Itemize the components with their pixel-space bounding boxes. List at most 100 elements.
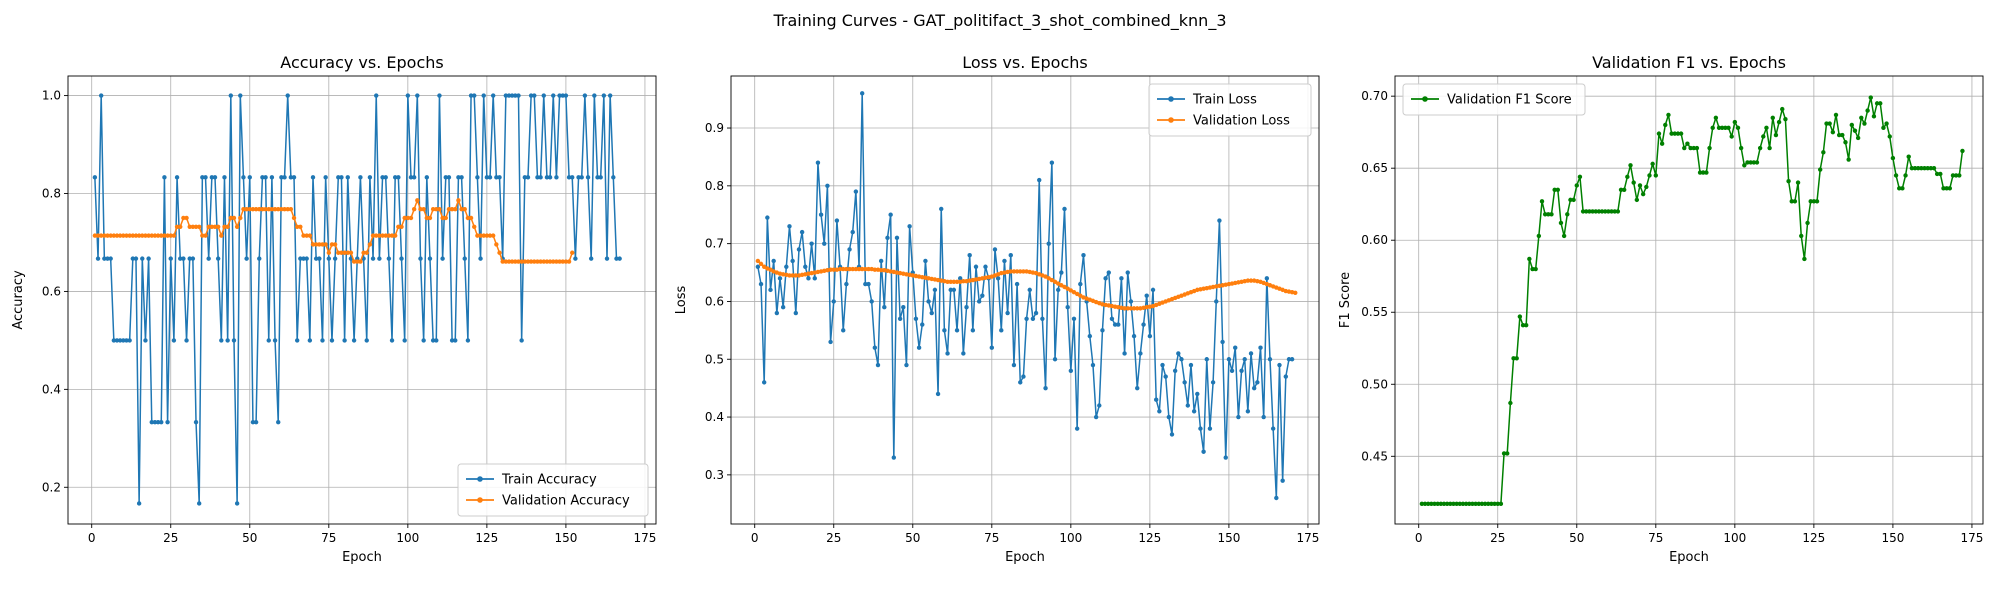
data-point xyxy=(793,273,799,278)
data-point xyxy=(560,259,565,264)
y-tick-label: 0.3 xyxy=(705,468,724,482)
data-point xyxy=(1172,368,1178,374)
data-point xyxy=(992,247,998,252)
y-tick-label: 0.8 xyxy=(42,187,61,201)
data-point xyxy=(1280,478,1285,483)
data-point xyxy=(1900,186,1905,191)
data-point xyxy=(377,233,382,238)
data-point xyxy=(443,175,448,180)
data-point xyxy=(1931,165,1937,171)
legend-label: Validation Loss xyxy=(1193,114,1290,129)
data-point xyxy=(155,419,161,425)
data-point xyxy=(1233,345,1238,350)
data-point xyxy=(1780,106,1785,112)
axes-frame xyxy=(67,75,657,525)
data-point xyxy=(1248,351,1254,356)
data-point xyxy=(1938,171,1943,177)
data-point xyxy=(408,215,414,221)
data-point xyxy=(828,339,833,345)
data-point xyxy=(1425,501,1431,507)
data-point xyxy=(108,256,113,261)
x-tick-label: 25 xyxy=(826,531,841,545)
data-point xyxy=(231,215,237,221)
data-point xyxy=(323,175,328,180)
data-point xyxy=(484,175,490,180)
data-point xyxy=(437,93,442,98)
data-point xyxy=(1210,380,1216,385)
data-point xyxy=(140,256,145,261)
data-point xyxy=(1131,306,1137,311)
data-point xyxy=(1621,187,1627,192)
data-point xyxy=(525,175,531,180)
data-point xyxy=(219,338,224,343)
data-point xyxy=(1122,306,1127,311)
data-point xyxy=(1138,351,1143,356)
data-point xyxy=(1659,141,1665,146)
data-point xyxy=(1293,290,1298,295)
data-point xyxy=(1903,173,1908,178)
data-point xyxy=(152,419,158,425)
data-point xyxy=(1647,173,1652,178)
x-axis-label: Epoch xyxy=(1005,550,1045,565)
data-point xyxy=(1100,328,1105,333)
data-point xyxy=(1637,183,1643,188)
data-point xyxy=(799,229,805,235)
data-point xyxy=(1043,385,1048,391)
data-point xyxy=(478,256,483,261)
data-point xyxy=(1941,186,1946,191)
data-point xyxy=(1928,165,1934,171)
data-point xyxy=(1833,112,1839,118)
data-point xyxy=(418,256,423,261)
data-point xyxy=(755,264,761,269)
x-tick-label: 50 xyxy=(242,531,257,545)
data-point xyxy=(951,279,957,284)
data-point xyxy=(983,264,988,269)
y-tick-label: 0.6 xyxy=(42,284,61,298)
data-point xyxy=(1795,180,1801,185)
x-tick-label: 25 xyxy=(163,531,178,545)
data-point xyxy=(522,175,528,180)
data-point xyxy=(1508,400,1513,406)
data-point xyxy=(1840,132,1845,138)
data-point xyxy=(370,256,376,261)
data-point xyxy=(244,206,249,212)
data-point xyxy=(336,250,341,255)
data-point xyxy=(215,256,221,261)
data-point xyxy=(513,259,518,264)
x-tick-label: 75 xyxy=(321,531,336,545)
y-tick-label: 0.8 xyxy=(705,179,724,193)
x-axis-label: Epoch xyxy=(1669,550,1709,565)
data-point xyxy=(178,256,183,261)
data-point xyxy=(563,259,569,264)
data-point xyxy=(222,175,227,180)
data-point xyxy=(130,233,136,238)
data-point xyxy=(497,250,502,255)
data-point xyxy=(948,279,953,284)
data-point xyxy=(980,293,985,298)
data-point xyxy=(405,215,411,221)
x-tick-label: 175 xyxy=(633,531,656,545)
data-point xyxy=(872,267,878,272)
data-point xyxy=(301,233,306,238)
data-point xyxy=(196,501,202,506)
data-point xyxy=(1482,501,1488,507)
data-point xyxy=(872,345,878,350)
data-point xyxy=(95,256,101,261)
data-point xyxy=(323,242,328,247)
data-point xyxy=(1103,276,1108,281)
data-point xyxy=(1255,380,1260,385)
legend-label: Train Loss xyxy=(1192,93,1257,108)
y-tick-label: 0.2 xyxy=(42,480,61,494)
data-point xyxy=(570,250,575,255)
data-point xyxy=(1625,174,1630,180)
data-point xyxy=(920,322,925,327)
data-point xyxy=(415,198,420,203)
data-point xyxy=(399,224,404,229)
data-point xyxy=(901,305,906,310)
data-point xyxy=(494,175,499,180)
legend-label: Validation F1 Score xyxy=(1447,93,1572,108)
data-point xyxy=(1546,212,1551,217)
data-point xyxy=(566,175,572,180)
data-point xyxy=(364,338,369,343)
data-point xyxy=(203,233,208,238)
